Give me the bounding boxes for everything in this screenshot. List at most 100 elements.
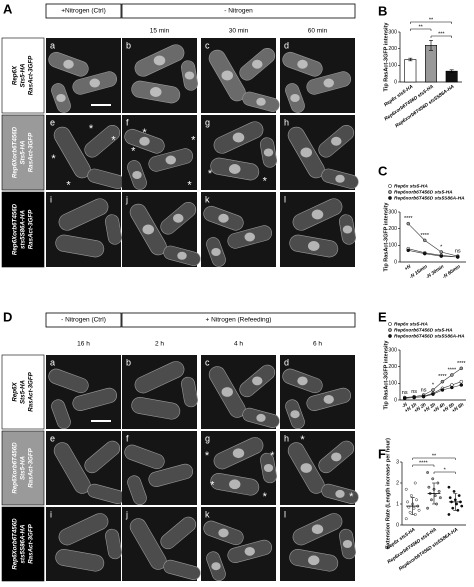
cell-shape xyxy=(134,361,185,394)
point xyxy=(451,506,455,510)
cell-letter: i xyxy=(50,194,52,204)
row-label: RasAct-3GFP xyxy=(28,132,35,172)
y-tick-label: 3 xyxy=(396,459,399,465)
point xyxy=(459,383,464,387)
legend-marker xyxy=(388,196,392,200)
time-label: 6 h xyxy=(313,341,322,348)
cell-shape xyxy=(124,444,165,470)
point xyxy=(436,481,440,485)
cell-spot xyxy=(173,213,184,223)
cell-spot xyxy=(244,232,255,242)
legend-marker xyxy=(388,184,392,188)
point xyxy=(408,511,412,514)
y-tick-label: 100 xyxy=(388,63,397,69)
point xyxy=(459,366,464,371)
y-axis-label: Tip RasAct-3GFP intensity xyxy=(383,202,389,272)
cell-letter: c xyxy=(205,357,210,367)
micrograph: i xyxy=(46,507,122,581)
cell-spot xyxy=(290,410,300,419)
micrograph: g * * * * xyxy=(201,431,277,505)
asterisk: * xyxy=(142,127,147,139)
point xyxy=(450,373,454,377)
y-tick-label: 0 xyxy=(394,397,397,403)
cell-spot xyxy=(256,97,266,106)
cell-shape xyxy=(163,559,201,580)
cell-spot xyxy=(153,55,166,66)
cell-shape xyxy=(51,399,71,429)
cell-spot xyxy=(63,59,74,69)
cell-spot xyxy=(184,71,195,80)
point xyxy=(440,379,445,384)
sd-bar xyxy=(410,497,415,515)
micrograph: e xyxy=(46,431,125,505)
panel-label: F xyxy=(378,446,386,461)
asterisk: * xyxy=(51,153,56,165)
point xyxy=(431,477,435,481)
point xyxy=(426,506,429,510)
row-label: sts5S86A-HA xyxy=(20,210,27,249)
cell-spot xyxy=(139,136,150,146)
cell-shape xyxy=(53,442,91,494)
cell-spot xyxy=(331,136,342,146)
annotation: ns xyxy=(421,387,427,393)
micrograph: f * * * * xyxy=(122,115,197,191)
row-label-box xyxy=(1,354,45,430)
annotation: **** xyxy=(404,216,413,222)
y-tick-label: 0 xyxy=(396,522,399,528)
cell-spot xyxy=(56,93,66,103)
time-label: 60 min xyxy=(308,28,328,35)
series-line xyxy=(408,250,458,258)
point xyxy=(431,388,435,392)
header-box xyxy=(121,312,356,328)
micrograph: h xyxy=(280,115,359,190)
cell-letter: l xyxy=(284,194,286,204)
point xyxy=(440,388,445,392)
cell-letter: b xyxy=(126,357,131,367)
legend-label: Rep6xorb6T456D sts5-HA xyxy=(394,189,453,195)
cell-letter: a xyxy=(50,40,55,50)
time-label: 16 h xyxy=(77,341,90,348)
cell-shape xyxy=(148,463,194,488)
header-ctrl: +Nitrogen (Ctrl) xyxy=(61,8,106,15)
sig-label: ** xyxy=(432,453,437,459)
asterisk: * xyxy=(263,176,268,188)
row-label: Sts5-HA xyxy=(20,455,27,480)
sd-bar xyxy=(453,493,458,511)
legend-label: Rep6x sts5-HA xyxy=(394,183,428,189)
point xyxy=(426,471,429,474)
row-label: Sts5-HA xyxy=(20,140,27,165)
asterisk: * xyxy=(300,434,305,446)
point xyxy=(406,221,410,226)
cell-letter: l xyxy=(284,509,286,519)
micrograph: h * * xyxy=(280,431,359,505)
y-tick-label: 0 xyxy=(394,259,397,265)
cell-spot xyxy=(218,528,229,538)
annotation: * xyxy=(432,382,435,388)
micrograph: d xyxy=(280,355,355,429)
cell-spot xyxy=(221,70,234,81)
annotation: * xyxy=(440,244,443,250)
panel-label: B xyxy=(378,3,387,18)
row-label: Rep6Xorb6T456D xyxy=(12,126,19,178)
time-label: 15 min xyxy=(150,28,170,35)
cell-shape xyxy=(181,376,198,408)
cell-letter: f xyxy=(126,117,129,127)
cell-spot xyxy=(252,59,263,69)
sig-label: *** xyxy=(438,31,445,37)
annotation: ns xyxy=(411,389,417,395)
cell-shape xyxy=(58,198,109,231)
asterisk: * xyxy=(349,491,354,503)
point xyxy=(431,392,435,396)
cell-letter: j xyxy=(125,509,128,519)
annotation: ns xyxy=(402,390,408,396)
asterisk: * xyxy=(270,450,275,462)
point xyxy=(402,396,407,401)
point xyxy=(452,489,456,493)
row-label-box xyxy=(1,114,45,191)
sig-bracket xyxy=(430,35,452,38)
cell-spot xyxy=(323,78,334,88)
point xyxy=(460,504,464,508)
point xyxy=(404,517,408,521)
cell-spot xyxy=(149,87,162,97)
y-axis-label: Tip RasAct-3GFP intensity xyxy=(383,340,389,410)
